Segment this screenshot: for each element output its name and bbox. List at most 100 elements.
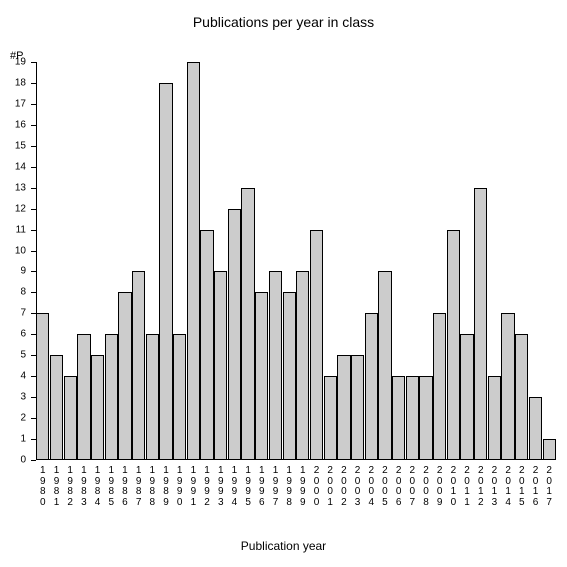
bar — [146, 334, 159, 460]
bar — [324, 376, 337, 460]
bar — [187, 62, 200, 460]
ytick-label: 4 — [8, 371, 26, 382]
x-axis-label: Publication year — [0, 539, 567, 553]
bar — [132, 271, 145, 460]
bar — [200, 230, 213, 460]
xtick-label: 2 0 1 7 — [545, 466, 553, 508]
ytick-mark — [31, 271, 36, 272]
bar — [515, 334, 528, 460]
xtick-label: 1 9 8 8 — [148, 466, 156, 508]
xtick-label: 1 9 8 3 — [80, 466, 88, 508]
ytick-label: 9 — [8, 266, 26, 277]
bar — [77, 334, 90, 460]
bar — [255, 292, 268, 460]
bar — [105, 334, 118, 460]
xtick-label: 1 9 9 7 — [271, 466, 279, 508]
bar — [50, 355, 63, 460]
bar — [543, 439, 556, 460]
xtick-label: 2 0 1 2 — [477, 466, 485, 508]
ytick-mark — [31, 62, 36, 63]
bar — [283, 292, 296, 460]
ytick-mark — [31, 460, 36, 461]
bar — [214, 271, 227, 460]
bar — [269, 271, 282, 460]
bar — [529, 397, 542, 460]
xtick-label: 2 0 0 6 — [395, 466, 403, 508]
ytick-mark — [31, 292, 36, 293]
bar — [296, 271, 309, 460]
ytick-label: 8 — [8, 287, 26, 298]
bar — [501, 313, 514, 460]
xtick-label: 1 9 9 0 — [176, 466, 184, 508]
xtick-label: 1 9 9 1 — [189, 466, 197, 508]
ytick-mark — [31, 251, 36, 252]
xtick-label: 2 0 1 4 — [504, 466, 512, 508]
bar — [474, 188, 487, 460]
xtick-label: 1 9 9 8 — [285, 466, 293, 508]
ytick-label: 0 — [8, 455, 26, 466]
xtick-label: 1 9 9 9 — [299, 466, 307, 508]
xtick-label: 2 0 1 1 — [463, 466, 471, 508]
xtick-label: 2 0 1 5 — [518, 466, 526, 508]
bar — [91, 355, 104, 460]
ytick-label: 17 — [8, 98, 26, 109]
chart-container: Publications per year in class #P 1 9 8 … — [0, 0, 567, 567]
ytick-label: 7 — [8, 308, 26, 319]
ytick-mark — [31, 209, 36, 210]
bar — [64, 376, 77, 460]
ytick-label: 12 — [8, 203, 26, 214]
xtick-label: 2 0 0 5 — [381, 466, 389, 508]
ytick-mark — [31, 418, 36, 419]
xtick-label: 2 0 0 1 — [326, 466, 334, 508]
bar — [173, 334, 186, 460]
xtick-label: 1 9 8 4 — [94, 466, 102, 508]
bar — [36, 313, 49, 460]
xtick-label: 1 9 9 3 — [217, 466, 225, 508]
xtick-label: 2 0 0 7 — [408, 466, 416, 508]
ytick-label: 16 — [8, 119, 26, 130]
ytick-mark — [31, 376, 36, 377]
ytick-mark — [31, 439, 36, 440]
xtick-label: 1 9 8 7 — [135, 466, 143, 508]
xtick-label: 2 0 0 2 — [340, 466, 348, 508]
xtick-label: 1 9 9 2 — [203, 466, 211, 508]
xtick-label: 1 9 9 6 — [258, 466, 266, 508]
ytick-label: 5 — [8, 350, 26, 361]
ytick-label: 2 — [8, 413, 26, 424]
ytick-label: 14 — [8, 161, 26, 172]
bar — [241, 188, 254, 460]
bar — [351, 355, 364, 460]
ytick-mark — [31, 355, 36, 356]
bar — [488, 376, 501, 460]
ytick-label: 13 — [8, 182, 26, 193]
bar — [159, 83, 172, 460]
bar — [365, 313, 378, 460]
bar — [378, 271, 391, 460]
xtick-label: 1 9 8 5 — [107, 466, 115, 508]
ytick-label: 18 — [8, 77, 26, 88]
xtick-label: 1 9 9 4 — [230, 466, 238, 508]
ytick-label: 6 — [8, 329, 26, 340]
xtick-label: 2 0 0 9 — [436, 466, 444, 508]
ytick-label: 19 — [8, 57, 26, 68]
ytick-mark — [31, 230, 36, 231]
bar — [433, 313, 446, 460]
bar — [228, 209, 241, 460]
bar — [118, 292, 131, 460]
xtick-label: 1 9 8 6 — [121, 466, 129, 508]
xtick-label: 1 9 8 9 — [162, 466, 170, 508]
xtick-label: 2 0 0 4 — [367, 466, 375, 508]
ytick-mark — [31, 334, 36, 335]
ytick-label: 3 — [8, 392, 26, 403]
xtick-label: 1 9 9 5 — [244, 466, 252, 508]
ytick-label: 11 — [8, 224, 26, 235]
xtick-label: 2 0 0 3 — [354, 466, 362, 508]
bar — [447, 230, 460, 460]
bar — [310, 230, 323, 460]
ytick-label: 10 — [8, 245, 26, 256]
xtick-label: 1 9 8 0 — [39, 466, 47, 508]
ytick-label: 15 — [8, 140, 26, 151]
xtick-label: 2 0 1 3 — [490, 466, 498, 508]
ytick-mark — [31, 83, 36, 84]
xtick-label: 2 0 0 0 — [313, 466, 321, 508]
